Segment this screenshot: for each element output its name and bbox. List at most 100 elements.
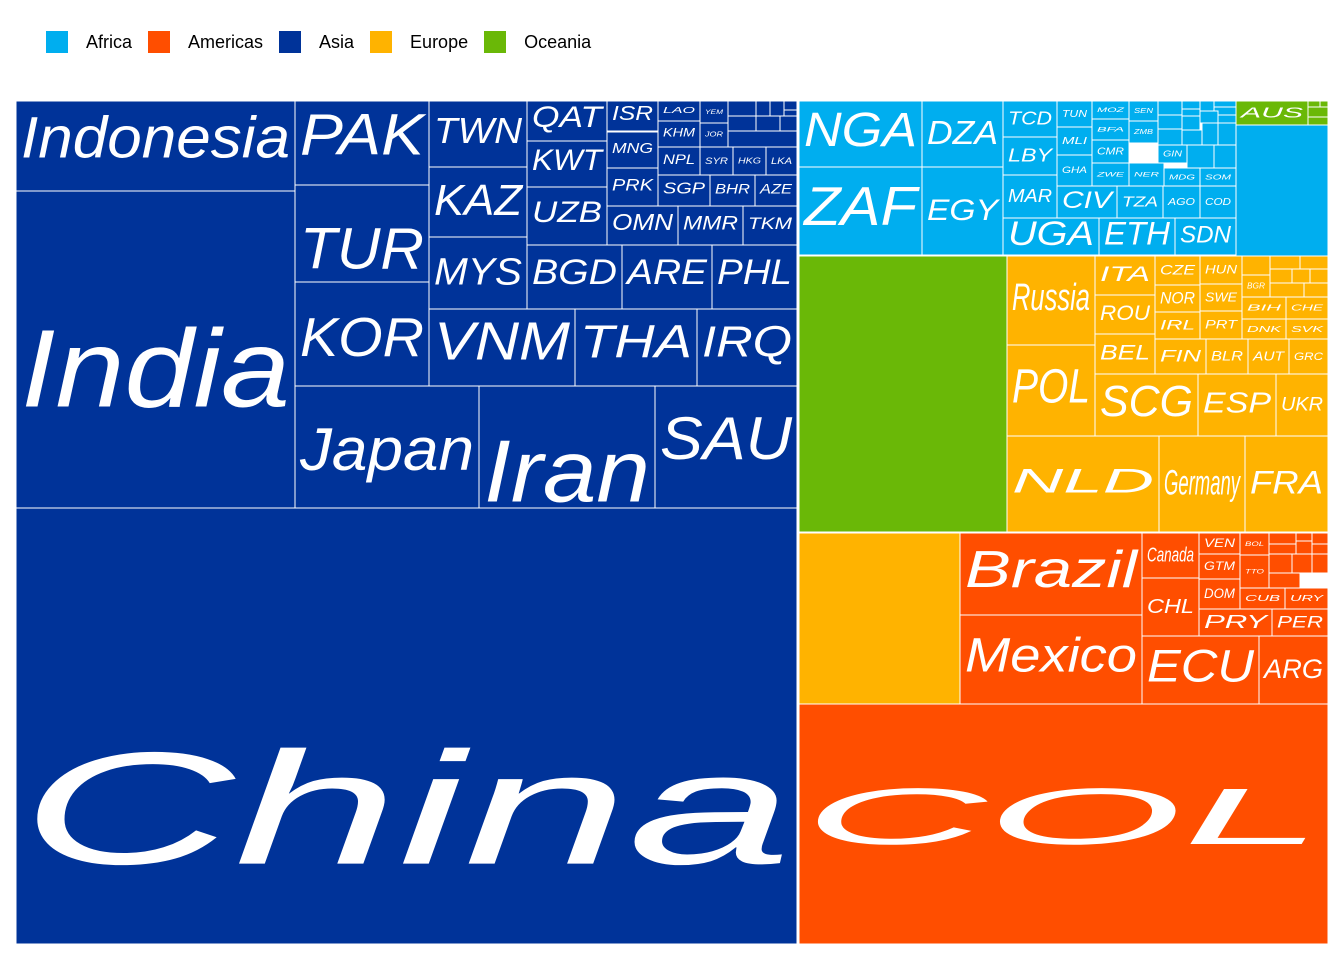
tile-label-ago: AGO [1167,197,1195,208]
tile-gtm [1198,553,1241,580]
tile-label-aus: AUS [1239,105,1303,122]
tile-label-col: COL [804,772,1323,861]
tile-label-hkg: HKG [738,157,761,166]
tile-kor [294,281,430,387]
tile-label-gha: GHA [1062,165,1087,175]
tile-label-moz: MOZ [1097,108,1125,114]
tile-label-dom: DOM [1204,585,1235,601]
tile-khm [657,120,701,148]
tile-eth [1098,217,1176,256]
tile-small-84 [1157,128,1183,146]
tile-omn [606,205,679,246]
tile-ukr [1275,373,1329,437]
tile-nor [1154,284,1201,313]
tile-label-blr: BLR [1211,348,1243,364]
legend-swatch-africa [46,31,68,53]
tile-fra [1244,435,1329,533]
tile-label-irq: IRQ [702,317,792,366]
tile-small-38 [727,100,757,117]
tile-label-kaz: KAZ [434,176,524,225]
legend-label-oceania: Oceania [524,31,592,52]
tile-small-157 [1268,572,1301,589]
tile-irq [696,308,798,387]
tile-label-som: SOM [1205,175,1231,182]
tile-label-uzb: UZB [532,196,602,229]
tile-label-qat: QAT [532,101,605,134]
tile-small-131 [798,532,961,705]
tile-label-zaf: ZAF [802,175,921,237]
tile-label-eth: ETH [1104,216,1171,252]
legend-label-americas: Americas [188,31,264,52]
tile-label-twn: TWN [434,110,523,151]
tile-label-cub: CUB [1245,594,1281,603]
tile-label-cmr: CMR [1097,147,1124,158]
tile-label-rou: ROU [1100,302,1151,325]
tile-uzb [526,186,608,246]
legend-item-africa: Africa [46,31,132,53]
tile-gha [1056,154,1093,187]
tile-label-prk: PRK [612,175,654,194]
tile-small-78 [1213,100,1237,108]
tile-kwt [526,140,608,188]
tile-small-80 [1157,114,1183,130]
tile-japan [294,385,480,509]
tile-label-mar: MAR [1008,186,1052,206]
tile-small-43 [727,115,757,132]
tile-label-zwe: ZWE [1095,172,1126,178]
tile-label-dnk: DNK [1247,325,1282,334]
tile-small-95 [1307,116,1329,126]
tile-label-lby: LBY [1008,145,1055,165]
tile-small-126 [1269,268,1293,284]
tile-ita [1094,255,1156,296]
tile-pry [1198,608,1273,637]
tile-small-88 [1186,144,1215,169]
tile-ago [1162,185,1201,219]
tile-label-scg: SCG [1100,377,1193,426]
legend-label-africa: Africa [86,31,133,52]
tile-small-153 [1311,543,1329,555]
tile-label-are: ARE [625,253,708,292]
tile-tur [294,184,430,283]
tile-small-46 [727,130,798,148]
tile-label-pak: PAK [300,103,427,168]
tile-label-nor: NOR [1160,289,1195,308]
tile-small-125 [1299,255,1329,270]
tile-label-uga: UGA [1008,215,1094,253]
tile-tha [574,308,698,387]
tile-label-brazil: Brazil [965,541,1139,599]
tile-label-ven: VEN [1204,536,1235,550]
tile-label-cze: CZE [1160,262,1196,278]
tile-small-87 [1217,122,1237,146]
legend-item-oceania: Oceania [484,31,591,53]
tile-label-china: China [21,719,792,898]
tile-prk [606,167,659,207]
tile-label-pol: POL [1012,361,1090,414]
legend-item-europe: Europe [370,31,468,53]
chart-legend: Africa Americas Asia Europe Oceania [46,31,607,53]
tile-small-75 [1181,100,1201,110]
tile-label-ita: ITA [1100,263,1150,286]
tile-aze [754,174,798,207]
tile-label-mys: MYS [434,251,522,293]
tile-label-svk: SVK [1291,325,1324,334]
tile-syr [699,146,734,178]
tile-small-40 [769,100,785,117]
tile-label-lka: LKA [771,156,792,166]
tile-label-fra: FRA [1250,465,1323,501]
tile-label-jor: JOR [704,131,723,138]
tile-label-bfa: BFA [1097,127,1124,133]
tile-small-94 [1307,106,1329,118]
tile-pak [294,100,430,186]
tile-mar [1002,174,1058,219]
tile-gbr [1241,255,1271,276]
tile-label-dza: DZA [927,114,998,151]
tile-label-cod: COD [1205,197,1231,208]
tile-small-41 [783,100,798,111]
tile-label-japan: Japan [299,416,474,483]
tile-label-zmb: ZMB [1133,129,1154,136]
tile-label-tur: TUR [300,216,424,281]
tile-label-mmr: MMR [683,213,738,234]
tile-label-tkm: TKM [748,214,793,233]
tile-label-bhr: BHR [715,180,750,196]
